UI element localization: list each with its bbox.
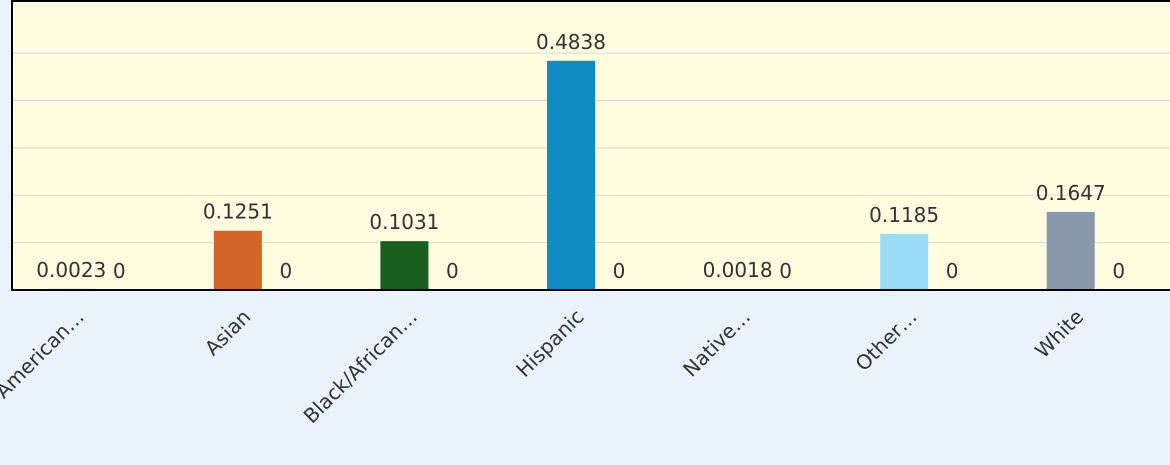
x-tick-label: Asian	[200, 305, 256, 361]
data-label: 0	[1112, 259, 1125, 283]
data-label: 0.1185	[869, 203, 939, 227]
x-tick-label: Hispanic	[511, 305, 588, 382]
x-tick-label: American…	[0, 305, 89, 403]
data-label: 0.4838	[536, 30, 606, 54]
data-label: 0	[946, 259, 959, 283]
data-label: 0	[779, 259, 792, 283]
bar	[213, 230, 262, 290]
bar	[547, 60, 595, 290]
data-label: 0.0018	[703, 258, 773, 282]
data-label: 0	[446, 259, 459, 283]
data-label: 0.0023	[36, 258, 106, 282]
bar	[380, 241, 429, 290]
x-tick-label: Other…	[850, 305, 921, 376]
data-label: 0.1251	[203, 200, 273, 224]
data-label: 0	[113, 259, 126, 283]
bar	[1046, 211, 1095, 290]
data-label: 0.1031	[369, 210, 439, 234]
bar	[880, 233, 929, 290]
x-tick-label: Native…	[678, 305, 755, 382]
x-tick-label: Black/African…	[299, 305, 422, 428]
plot-border	[11, 0, 1170, 291]
x-tick-label: White	[1030, 305, 1088, 363]
data-label: 0.1647	[1036, 181, 1106, 205]
data-label: 0	[613, 259, 626, 283]
data-label: 0	[279, 259, 292, 283]
